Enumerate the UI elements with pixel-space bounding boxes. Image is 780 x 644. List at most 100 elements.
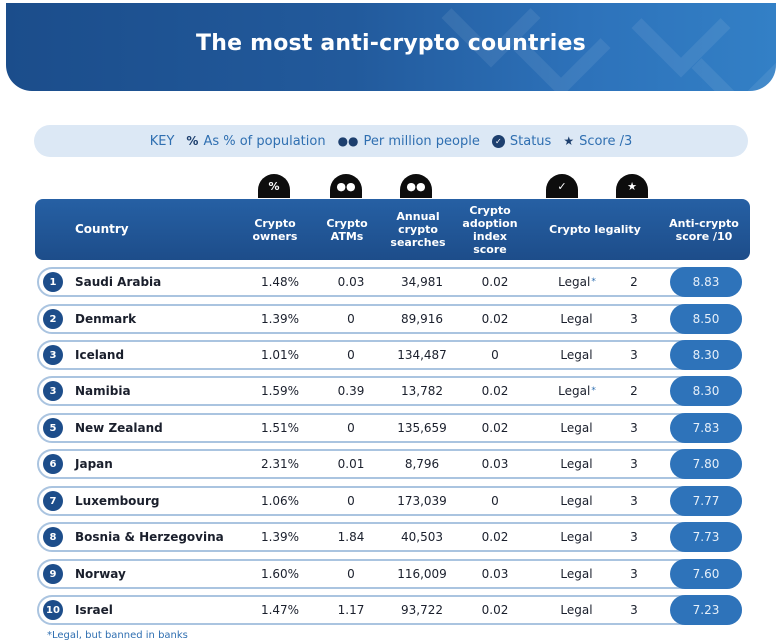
people-icon: ●● xyxy=(400,174,432,198)
cell-status-score: 3 xyxy=(630,567,638,581)
star-icon: ★ xyxy=(563,134,575,148)
legality-status: Legal xyxy=(537,342,617,368)
cell-adoption: 0.02 xyxy=(481,530,509,544)
cell-searches: 8,796 xyxy=(404,457,440,471)
anti-crypto-score-pill: 7.60 xyxy=(670,559,742,589)
country-name: Japan xyxy=(75,457,113,471)
percent-icon: % xyxy=(258,174,290,198)
cell-status-score: 3 xyxy=(630,530,638,544)
rank-badge: 7 xyxy=(43,491,63,511)
star-icon: ★ xyxy=(616,174,648,198)
anti-crypto-score-pill: 7.73 xyxy=(670,522,742,552)
cell-owners: 1.39% xyxy=(260,530,300,544)
header-searches: Annual crypto searches xyxy=(390,210,446,249)
percent-icon: % xyxy=(186,134,199,148)
asterisk-mark: * xyxy=(591,386,596,396)
legality-status: Legal xyxy=(537,451,617,477)
table-row: 9 Norway 1.60% 0 116,009 0.03 Legal 3 7.60 xyxy=(37,559,742,589)
rank-badge: 3 xyxy=(43,345,63,365)
cell-searches: 34,981 xyxy=(401,275,443,289)
legality-status: Legal xyxy=(537,524,617,550)
key-item-label: Per million people xyxy=(363,133,480,149)
anti-crypto-score-pill: 7.80 xyxy=(670,449,742,479)
anti-crypto-score-pill: 7.23 xyxy=(670,595,742,625)
cell-owners: 1.60% xyxy=(260,567,300,581)
cell-status-score: 3 xyxy=(630,603,638,617)
anti-crypto-score-pill: 8.83 xyxy=(670,267,742,297)
rank-badge: 3 xyxy=(43,381,63,401)
table-row: 3 Iceland 1.01% 0 134,487 0 Legal 3 8.30 xyxy=(37,340,742,370)
anti-crypto-score-pill: 7.83 xyxy=(670,413,742,443)
table-row: 10 Israel 1.47% 1.17 93,722 0.02 Legal 3 7.23 xyxy=(37,595,742,625)
country-name: New Zealand xyxy=(75,421,163,435)
anti-crypto-score-pill: 8.30 xyxy=(670,340,742,370)
key-legend: KEY % As % of population ●● Per million … xyxy=(34,125,748,157)
legality-status: Legal xyxy=(537,597,617,623)
cell-searches: 116,009 xyxy=(397,567,447,581)
key-item-label: As % of population xyxy=(203,133,326,149)
cell-adoption: 0.02 xyxy=(481,603,509,617)
cell-adoption: 0.03 xyxy=(481,567,509,581)
table-row: 1 Saudi Arabia 1.48% 0.03 34,981 0.02 Legal * 2 8… xyxy=(37,267,742,297)
cell-atms: 0 xyxy=(347,421,355,435)
country-name: Norway xyxy=(75,567,126,581)
cell-searches: 89,916 xyxy=(401,312,443,326)
legality-text: Legal xyxy=(560,421,593,435)
legality-text: Legal xyxy=(560,567,593,581)
cell-status-score: 3 xyxy=(630,457,638,471)
page-title: The most anti-crypto countries xyxy=(196,31,586,56)
cell-adoption: 0.02 xyxy=(481,384,509,398)
legality-status: Legal xyxy=(537,306,617,332)
cell-atms: 0 xyxy=(347,312,355,326)
asterisk-mark: * xyxy=(591,277,596,287)
cell-owners: 1.39% xyxy=(260,312,300,326)
title-banner: The most anti-crypto countries xyxy=(6,3,776,91)
legality-status: Legal xyxy=(537,415,617,441)
rank-badge: 6 xyxy=(43,454,63,474)
check-circle-icon: ✓ xyxy=(491,134,505,148)
check-circle-icon: ✓ xyxy=(546,174,578,198)
table-row: 7 Luxembourg 1.06% 0 173,039 0 Legal 3 7.77 xyxy=(37,486,742,516)
cell-owners: 1.01% xyxy=(260,348,300,362)
people-icon: ●● xyxy=(337,134,359,148)
key-item-status: ✓ Status xyxy=(491,134,551,149)
legality-status: Legal * xyxy=(537,269,617,295)
cell-atms: 0 xyxy=(347,494,355,508)
legality-text: Legal xyxy=(558,384,591,398)
cell-adoption: 0.02 xyxy=(481,312,509,326)
header-legality: Crypto legality xyxy=(549,223,641,236)
table-row: 2 Denmark 1.39% 0 89,916 0.02 Legal 3 8.50 xyxy=(37,304,742,334)
cell-owners: 1.47% xyxy=(260,603,300,617)
table-row: 8 Bosnia & Herzegovina 1.39% 1.84 40,503 0.02… xyxy=(37,522,742,552)
cell-searches: 13,782 xyxy=(401,384,443,398)
legality-status: Legal xyxy=(537,561,617,587)
rank-badge: 5 xyxy=(43,418,63,438)
country-name: Bosnia & Herzegovina xyxy=(75,530,224,544)
table-row: 6 Japan 2.31% 0.01 8,796 0.03 Legal 3 7.80 xyxy=(37,449,742,479)
cell-atms: 1.17 xyxy=(337,603,365,617)
legality-text: Legal xyxy=(560,312,593,326)
key-item-percent: % As % of population xyxy=(186,134,325,149)
people-icon: ●● xyxy=(330,174,362,198)
header-score: Anti-crypto score /10 xyxy=(669,216,739,243)
cell-atms: 1.84 xyxy=(337,530,365,544)
key-item-label: Score /3 xyxy=(579,133,633,149)
legality-text: Legal xyxy=(560,457,593,471)
country-name: Israel xyxy=(75,603,113,617)
anti-crypto-score-pill: 8.50 xyxy=(670,304,742,334)
rank-badge: 8 xyxy=(43,527,63,547)
rank-badge: 10 xyxy=(43,600,63,620)
key-item-people: ●● Per million people xyxy=(338,134,480,149)
anti-crypto-score-pill: 8.30 xyxy=(670,376,742,406)
cell-adoption: 0 xyxy=(491,494,499,508)
rank-badge: 9 xyxy=(43,564,63,584)
legality-status: Legal xyxy=(537,488,617,514)
cell-atms: 0.03 xyxy=(337,275,365,289)
cell-adoption: 0.02 xyxy=(481,275,509,289)
legality-text: Legal xyxy=(560,603,593,617)
cell-status-score: 2 xyxy=(630,384,638,398)
cell-atms: 0.39 xyxy=(337,384,365,398)
cell-adoption: 0.02 xyxy=(481,421,509,435)
cell-atms: 0 xyxy=(347,567,355,581)
cell-owners: 1.48% xyxy=(260,275,300,289)
